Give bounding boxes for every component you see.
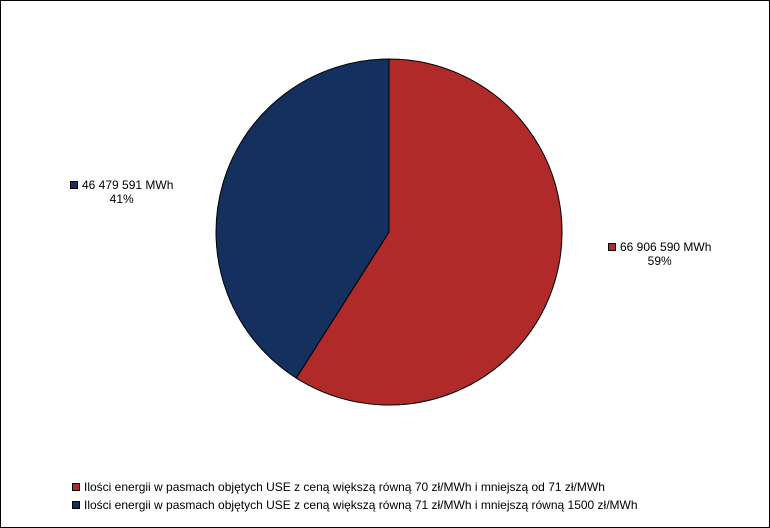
pie-slice-1	[295, 58, 563, 406]
data-label-swatch-1	[608, 243, 616, 251]
legend: Ilości energii w pasmach objętych USE z …	[72, 478, 638, 514]
legend-label-2: Ilości energii w pasmach objętych USE z …	[84, 498, 638, 512]
legend-swatch-2	[72, 501, 80, 509]
legend-item-1: Ilości energii w pasmach objętych USE z …	[72, 478, 638, 496]
data-label-slice-1: 66 906 590 MWh 59%	[608, 240, 711, 268]
legend-item-2: Ilości energii w pasmach objętych USE z …	[72, 496, 638, 514]
legend-swatch-1	[72, 483, 80, 491]
pie-slice-2	[215, 58, 390, 379]
data-label-value-2: 46 479 591 MWh	[82, 178, 174, 192]
data-label-percent-2: 41%	[109, 192, 134, 206]
pie-slices	[215, 58, 563, 406]
data-label-percent-1: 59%	[647, 254, 672, 268]
data-label-slice-2: 46 479 591 MWh 41%	[70, 178, 173, 206]
legend-label-1: Ilości energii w pasmach objętych USE z …	[84, 480, 605, 494]
data-label-swatch-2	[70, 181, 78, 189]
data-label-value-1: 66 906 590 MWh	[620, 240, 712, 254]
